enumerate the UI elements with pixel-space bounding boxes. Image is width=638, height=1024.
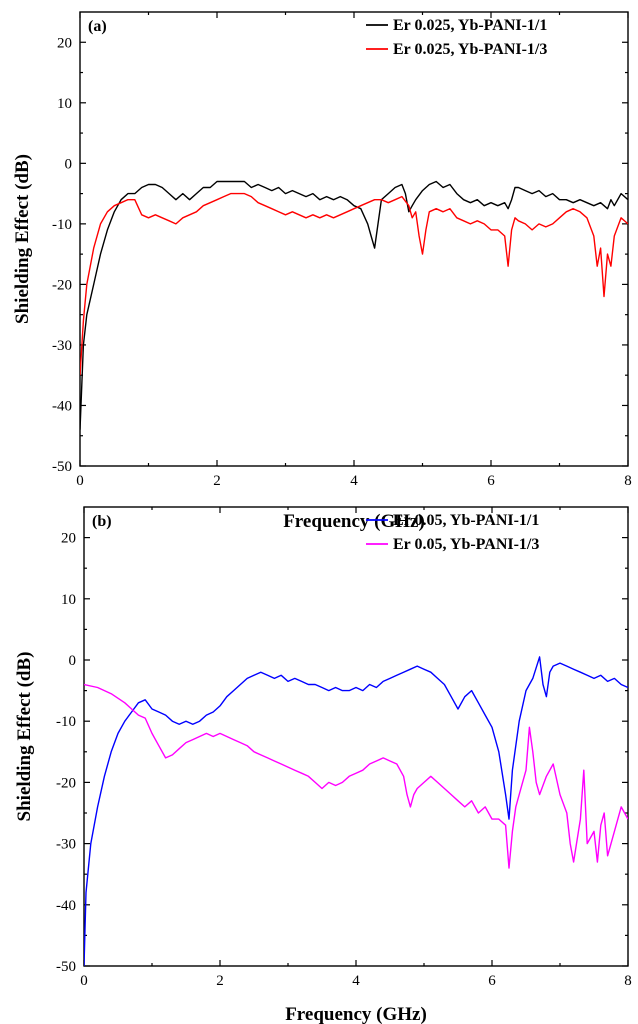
legend-label-1: Er 0.025, Yb-PANI-1/1 — [393, 17, 547, 34]
x-axis-title: Frequency (GHz) — [285, 1004, 427, 1024]
y-tick-label: 20 — [61, 531, 76, 547]
y-tick-label: -10 — [56, 714, 76, 730]
panel-b: 0 2 4 6 8 -50 -40 -30 -20 -10 0 10 20 Frequency (GHz)… — [14, 506, 632, 1024]
y-tick-label: -30 — [56, 837, 76, 853]
panel-a: 0 2 4 6 8 -50 -40 -30 -20 -10 0 10 20 Frequency (GHz)… — [12, 11, 632, 532]
y-axis-title: Shielding Effect (dB) — [14, 652, 35, 822]
series-line-2 — [84, 683, 628, 869]
panel-label: (b) — [92, 513, 112, 530]
x-tick-label: 2 — [213, 473, 221, 489]
x-tick-label: 4 — [352, 973, 360, 989]
y-tick-label: -50 — [56, 959, 76, 975]
y-tick-label: -10 — [52, 217, 72, 233]
y-tick-label: -40 — [56, 898, 76, 914]
y-tick-label: 10 — [57, 96, 72, 112]
y-tick-label: -20 — [56, 775, 76, 791]
legend-label-1: Er 0.05, Yb-PANI-1/1 — [393, 512, 539, 529]
x-tick-label: 8 — [624, 973, 632, 989]
legend-label-2: Er 0.025, Yb-PANI-1/3 — [393, 41, 547, 58]
series-line-2 — [80, 192, 628, 376]
y-tick-label: 10 — [61, 592, 76, 608]
x-tick-label: 0 — [76, 473, 84, 489]
plot-frame — [79, 11, 629, 467]
y-axis-title: Shielding Effect (dB) — [12, 154, 33, 324]
panel-label: (a) — [88, 18, 107, 35]
plot-frame — [83, 506, 629, 967]
x-tick-label: 6 — [487, 473, 495, 489]
x-tick-label: 8 — [624, 473, 632, 489]
y-tick-label: 0 — [65, 156, 73, 172]
y-tick-label: -50 — [52, 459, 72, 475]
y-tick-label: -20 — [52, 277, 72, 293]
y-tick-label: 20 — [57, 35, 72, 51]
y-tick-label: -40 — [52, 398, 72, 414]
x-tick-label: 2 — [216, 973, 224, 989]
legend-label-2: Er 0.05, Yb-PANI-1/3 — [393, 536, 539, 553]
x-tick-label: 6 — [488, 973, 496, 989]
x-tick-label: 4 — [350, 473, 358, 489]
y-tick-label: 0 — [69, 653, 77, 669]
x-axis-title: Frequency (GHz) — [283, 511, 425, 532]
x-tick-label: 0 — [80, 973, 88, 989]
series-line-1 — [84, 656, 628, 966]
series-line-1 — [80, 180, 628, 430]
y-tick-label: -30 — [52, 338, 72, 354]
